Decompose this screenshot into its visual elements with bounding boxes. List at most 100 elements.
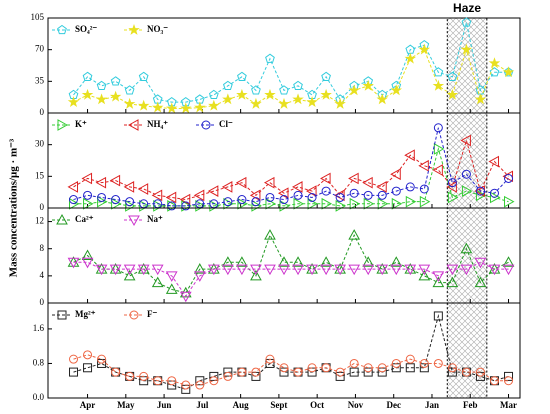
marker xyxy=(363,363,373,373)
marker xyxy=(447,71,458,81)
series-line xyxy=(73,261,509,298)
marker xyxy=(223,371,233,381)
marker xyxy=(82,71,93,81)
legend-label: Mg²⁺ xyxy=(75,309,96,319)
marker xyxy=(376,181,387,193)
marker xyxy=(83,190,93,200)
marker xyxy=(446,181,457,193)
marker xyxy=(447,178,457,188)
marker xyxy=(405,195,417,208)
marker xyxy=(292,181,303,193)
marker xyxy=(349,367,359,377)
marker xyxy=(123,181,135,193)
marker xyxy=(125,197,135,207)
marker xyxy=(362,256,375,267)
marker xyxy=(404,149,415,162)
marker xyxy=(235,176,247,189)
marker xyxy=(111,195,121,205)
marker xyxy=(460,242,473,254)
marker xyxy=(223,367,233,377)
marker xyxy=(348,172,359,185)
marker xyxy=(125,371,135,381)
legend-marker xyxy=(128,23,140,35)
marker xyxy=(475,186,485,196)
marker xyxy=(97,354,107,364)
marker xyxy=(348,264,361,276)
marker xyxy=(489,188,499,198)
marker xyxy=(447,363,457,373)
marker xyxy=(293,367,303,377)
y-tick-label: 70 xyxy=(35,44,45,54)
marker xyxy=(81,172,93,185)
marker xyxy=(447,367,457,377)
series-line xyxy=(73,147,509,207)
legend-label: NH₄⁺ xyxy=(147,119,168,129)
y-axis-label: Mass concentrations/μg · m⁻³ xyxy=(8,138,20,277)
marker xyxy=(222,93,234,105)
marker xyxy=(404,52,417,64)
legend-label: Cl⁻ xyxy=(219,119,233,129)
marker xyxy=(391,197,403,210)
marker xyxy=(306,96,318,108)
marker xyxy=(405,182,415,192)
marker xyxy=(460,134,471,147)
marker xyxy=(474,257,487,269)
marker xyxy=(123,269,136,281)
marker xyxy=(123,97,136,109)
marker xyxy=(418,269,431,281)
marker xyxy=(167,201,177,211)
marker xyxy=(432,276,445,288)
legend-marker xyxy=(128,215,140,227)
x-tick-label: Jun xyxy=(157,400,172,410)
marker xyxy=(223,197,233,207)
x-tick-label: Apr xyxy=(80,400,96,410)
marker xyxy=(195,380,205,390)
marker xyxy=(488,155,499,168)
marker xyxy=(251,85,261,95)
marker xyxy=(138,71,149,81)
marker xyxy=(236,88,248,100)
marker xyxy=(502,66,515,78)
marker xyxy=(209,371,219,381)
marker xyxy=(503,67,514,77)
marker xyxy=(151,276,164,288)
marker xyxy=(405,354,415,364)
marker xyxy=(165,283,178,294)
marker xyxy=(222,264,234,276)
x-tick-label: Jan xyxy=(425,400,439,410)
marker xyxy=(391,358,401,368)
marker xyxy=(95,176,107,189)
marker xyxy=(69,354,79,364)
marker xyxy=(83,197,94,210)
marker xyxy=(320,264,332,276)
y-tick-label: 0 xyxy=(40,202,45,212)
series-line xyxy=(73,354,509,386)
marker xyxy=(279,367,289,377)
marker xyxy=(208,89,219,100)
marker xyxy=(67,181,79,193)
marker xyxy=(293,190,303,200)
marker xyxy=(69,197,80,210)
marker xyxy=(236,256,248,267)
series-line xyxy=(73,127,509,207)
marker xyxy=(390,168,401,181)
marker xyxy=(193,263,206,274)
x-tick-label: Feb xyxy=(463,400,478,410)
marker xyxy=(335,367,345,377)
marker xyxy=(69,195,79,205)
marker xyxy=(110,76,121,86)
marker xyxy=(475,371,485,381)
x-tick-label: Sept xyxy=(270,400,287,410)
marker xyxy=(460,43,473,55)
marker xyxy=(334,264,346,276)
y-tick-label: 8 xyxy=(40,243,45,253)
marker xyxy=(265,354,275,364)
marker xyxy=(137,99,150,111)
marker xyxy=(81,88,94,100)
marker xyxy=(433,123,443,133)
marker xyxy=(474,93,487,105)
marker xyxy=(335,192,345,202)
marker xyxy=(504,173,514,183)
marker xyxy=(279,363,289,373)
marker xyxy=(321,186,331,196)
